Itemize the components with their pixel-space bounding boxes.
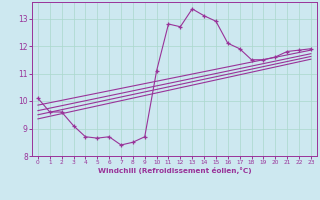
- X-axis label: Windchill (Refroidissement éolien,°C): Windchill (Refroidissement éolien,°C): [98, 167, 251, 174]
